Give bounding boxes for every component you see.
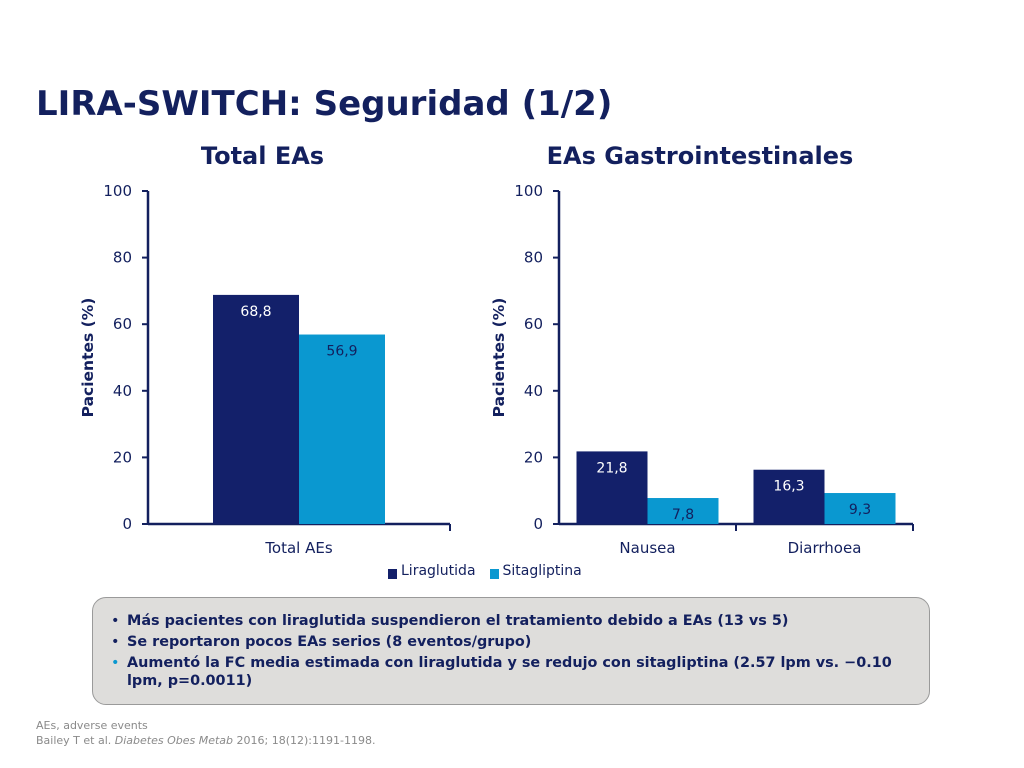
y-axis-label: Pacientes (%)	[490, 298, 508, 418]
chart-title-total: Total EAs	[200, 142, 325, 170]
note-item: • Más pacientes con liraglutida suspendie…	[111, 612, 909, 630]
data-label: 56,9	[326, 344, 357, 360]
y-tick-label: 100	[514, 182, 543, 200]
note-text: Más pacientes con liraglutida suspendier…	[127, 613, 789, 629]
bullet-icon: •	[111, 613, 120, 629]
legend-item-liraglutida: Liraglutida	[388, 563, 476, 579]
bar-liraglutida	[576, 451, 648, 524]
y-tick-label: 60	[113, 315, 132, 333]
chart-title-gastro: EAs Gastrointestinales	[546, 142, 854, 170]
legend-swatch-sitagliptina	[489, 569, 499, 579]
y-axis-label: Pacientes (%)	[79, 298, 97, 418]
slide-title: LIRA-SWITCH: Seguridad (1/2)	[36, 84, 613, 124]
y-tick-label: 20	[524, 448, 543, 466]
y-tick-label: 20	[113, 448, 132, 466]
chart-legend: Liraglutida Sitagliptina	[388, 563, 582, 579]
y-tick-label: 80	[524, 249, 543, 267]
ref-details: 2016; 18(12):1191-1198.	[236, 734, 376, 747]
bullet-icon: •	[111, 634, 120, 650]
bullet-icon: •	[111, 655, 120, 671]
x-tick-label: Nausea	[619, 539, 675, 557]
y-tick-label: 0	[122, 515, 132, 533]
bar-liraglutida	[753, 469, 825, 524]
legend-label-sitagliptina: Sitagliptina	[502, 563, 582, 579]
note-item: • Aumentó la FC media estimada con liragl…	[111, 654, 909, 690]
y-tick-label: 60	[524, 315, 543, 333]
footer-abbrev: AEs, adverse events	[36, 719, 148, 732]
ref-authors: Bailey T et al.	[36, 734, 112, 747]
y-tick-label: 80	[113, 249, 132, 267]
legend-label-liraglutida: Liraglutida	[401, 563, 476, 579]
note-text: Aumentó la FC media estimada con liraglu…	[127, 655, 892, 689]
y-tick-label: 40	[113, 382, 132, 400]
footer-reference: Bailey T et al. Diabetes Obes Metab 2016…	[36, 733, 375, 748]
ref-journal: Diabetes Obes Metab	[114, 734, 234, 747]
legend-item-sitagliptina: Sitagliptina	[489, 563, 582, 579]
data-label: 7,8	[672, 507, 694, 523]
x-tick-label: Total AEs	[264, 539, 333, 557]
footer: AEs, adverse events Bailey T et al. Diab…	[36, 718, 375, 748]
y-tick-label: 100	[103, 182, 132, 200]
bar-sitagliptina	[647, 498, 719, 524]
data-label: 68,8	[240, 304, 271, 320]
y-tick-label: 0	[533, 515, 543, 533]
note-text: Se reportaron pocos EAs serios (8 evento…	[127, 634, 532, 650]
bar-sitagliptina	[299, 334, 385, 524]
data-label: 9,3	[849, 502, 871, 518]
data-label: 21,8	[596, 460, 627, 476]
legend-swatch-liraglutida	[388, 569, 397, 579]
data-label: 16,3	[773, 479, 804, 495]
y-tick-label: 40	[524, 382, 543, 400]
notes-box: • Más pacientes con liraglutida suspendie…	[92, 597, 930, 705]
x-tick-label: Diarrhoea	[788, 539, 862, 557]
bar-liraglutida	[213, 294, 299, 524]
note-item: • Se reportaron pocos EAs serios (8 event…	[111, 633, 909, 651]
bar-sitagliptina	[824, 493, 896, 524]
notes-list: • Más pacientes con liraglutida suspendie…	[111, 612, 909, 690]
